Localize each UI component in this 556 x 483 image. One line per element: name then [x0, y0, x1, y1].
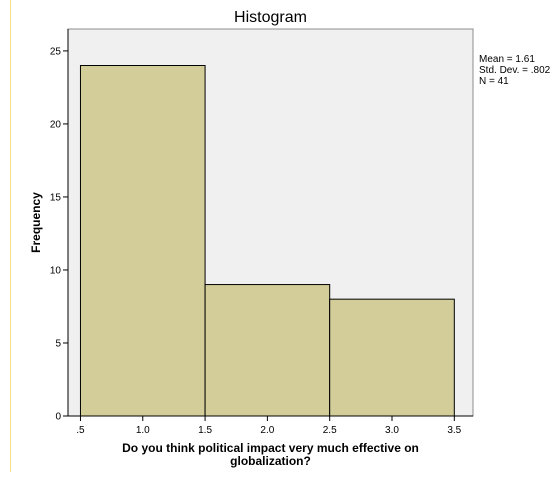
chart-axes	[67, 29, 473, 417]
y-tick-label: 5	[55, 338, 61, 349]
y-tick-label: 25	[50, 46, 62, 57]
axis-ticks: 0 5 10 15 20 25 .5 1.0 1.5 2.0 2.5 3.0 3.5	[50, 46, 462, 436]
x-tick-label: 1.5	[198, 425, 212, 436]
x-axis-label-line-2: globalization?	[230, 454, 311, 468]
y-tick-label: 0	[55, 412, 61, 423]
stats-mean: Mean = 1.61	[479, 54, 535, 65]
x-tick-label: 2.0	[260, 425, 274, 436]
histogram-bar-2	[329, 298, 455, 417]
x-tick-label: 2.5	[323, 425, 337, 436]
histogram-bar-1	[204, 284, 331, 417]
x-tick-label: 3.0	[385, 425, 399, 436]
y-axis-label: Frequency	[29, 192, 43, 253]
x-tick-label: 3.5	[447, 425, 461, 436]
y-tick-label: 15	[50, 192, 62, 203]
y-tick-label: 10	[50, 265, 62, 276]
stats-n: N = 41	[479, 76, 509, 87]
stats-std-dev: Std. Dev. = .802	[479, 65, 551, 76]
x-axis-label-line-1: Do you think political impact very much …	[122, 441, 419, 455]
x-tick-label: 1.0	[136, 425, 150, 436]
histogram-bars	[79, 65, 455, 417]
histogram-bar-0	[79, 65, 206, 417]
page-left-rule	[10, 0, 11, 472]
x-tick-label: .5	[76, 425, 85, 436]
chart-title: Histogram	[234, 9, 307, 26]
y-tick-label: 20	[50, 119, 62, 130]
